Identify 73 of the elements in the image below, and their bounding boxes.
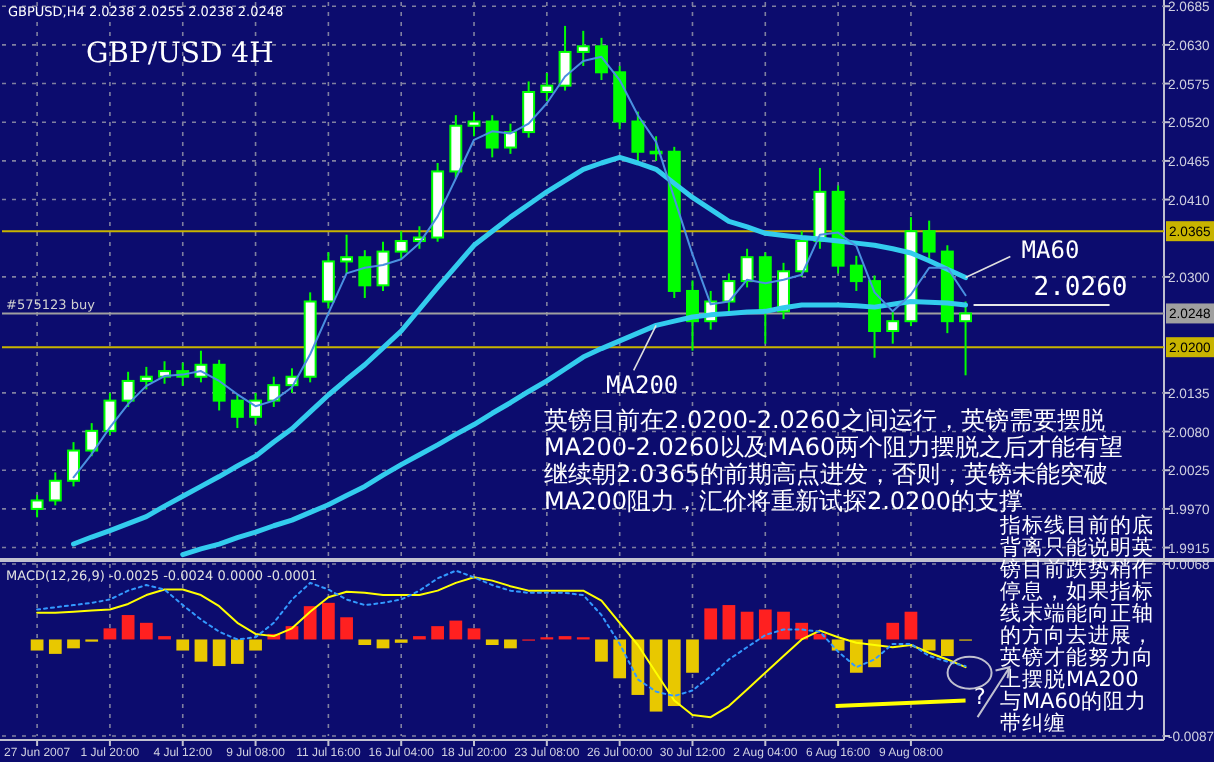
candlestick [595,36,608,82]
bar [904,611,918,640]
candlestick [558,24,572,92]
series-label: MA200 [606,371,679,400]
bar [595,639,608,662]
candlestick [121,370,135,408]
candlestick [230,394,244,430]
candlestick [212,358,226,412]
bar [485,639,499,646]
candlestick [740,247,754,289]
bar [777,611,790,640]
annotation: ? [974,684,986,710]
bar [30,639,44,651]
bar [249,639,262,651]
annotation: 英镑目前在2.0200-2.0260之间运行，英镑需要摆脱MA200-2.0260以及MA60两个阻力摆脱之后才能有望继续朝2.0365的前期高点进发，否则，英镑未能突破MA200阻力，汇价将重新试探2.0200的支撑 [544,406,1124,515]
bar [922,639,936,651]
bar [449,620,463,640]
candlestick [631,110,645,166]
candlestick [959,300,973,377]
bar [303,606,317,640]
bar [67,639,80,649]
bar [103,628,117,640]
candlestick [340,233,354,275]
candlestick [722,272,736,314]
candlestick [849,254,863,292]
candlestick [467,110,481,138]
candlestick [886,311,900,345]
annotation: 2.0260 [1033,273,1128,304]
bar [758,609,772,640]
text: GBP/USD 4H [86,38,274,70]
bar [467,628,481,640]
candlestick [85,422,99,458]
bar [722,605,736,640]
bar [740,611,754,640]
candlestick [139,365,153,391]
candlestick [267,375,281,408]
bar [613,639,627,679]
bar [831,639,845,651]
text: MA60 [1021,235,1080,264]
candlestick [358,249,372,299]
bar [121,615,135,640]
bar [340,617,353,640]
bar [176,639,190,651]
bar [686,639,699,673]
candlestick [485,114,499,159]
bar [376,639,390,649]
bar [504,639,517,649]
bar [431,626,444,640]
candlestick [449,114,463,180]
bar [194,639,208,662]
candlestick [576,29,590,67]
bar [48,639,62,654]
bar [322,602,335,640]
candlestick [394,230,408,261]
candlestick [540,72,554,103]
candlestick [503,122,517,155]
bar [230,639,244,664]
bar [212,639,226,667]
candlestick [922,219,936,261]
bar [940,639,954,657]
bar [139,622,153,640]
candlestick [321,251,335,310]
bar [886,622,900,640]
candlestick [48,471,62,507]
text: 指标线目前的底背离只能说明英镑目前跌势稍作停息，如果指标线末端能向正轴的方向去进展，英镑才能努力向上摆脱MA200与MA60的阻力带纠缠 [1000,514,1154,736]
bar [667,639,681,707]
candlestick [103,391,117,437]
candlestick [67,441,80,488]
candlestick [30,493,44,519]
candlestick [522,80,536,139]
bar [704,608,718,640]
candlestick [795,230,809,278]
bar [358,639,372,646]
